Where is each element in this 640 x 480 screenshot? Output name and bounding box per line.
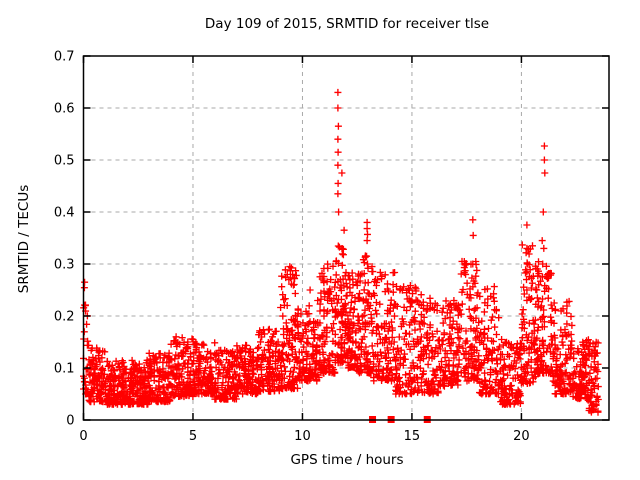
y-tick-label: 0.6 bbox=[54, 102, 75, 117]
x-tick-label: 0 bbox=[79, 429, 87, 444]
x-tick-label: 20 bbox=[513, 429, 530, 444]
x-tick-label: 5 bbox=[189, 429, 197, 444]
y-tick-label: 0.4 bbox=[54, 206, 75, 221]
chart-title: Day 109 of 2015, SRMTID for receiver tls… bbox=[204, 16, 490, 32]
y-tick-label: 0.7 bbox=[54, 50, 75, 65]
x-tick-label: 15 bbox=[404, 429, 421, 444]
x-tick-label: 10 bbox=[294, 429, 311, 444]
y-tick-label: 0.1 bbox=[54, 362, 75, 377]
y-tick-label: 0.5 bbox=[54, 154, 75, 169]
y-tick-label: 0.2 bbox=[54, 310, 75, 325]
plot-border bbox=[82, 55, 610, 421]
scatter-plus-markers bbox=[80, 88, 602, 416]
y-tick-label: 0 bbox=[66, 414, 74, 429]
y-tick-label: 0.3 bbox=[54, 258, 75, 273]
x-axis-label: GPS time / hours bbox=[290, 452, 404, 468]
